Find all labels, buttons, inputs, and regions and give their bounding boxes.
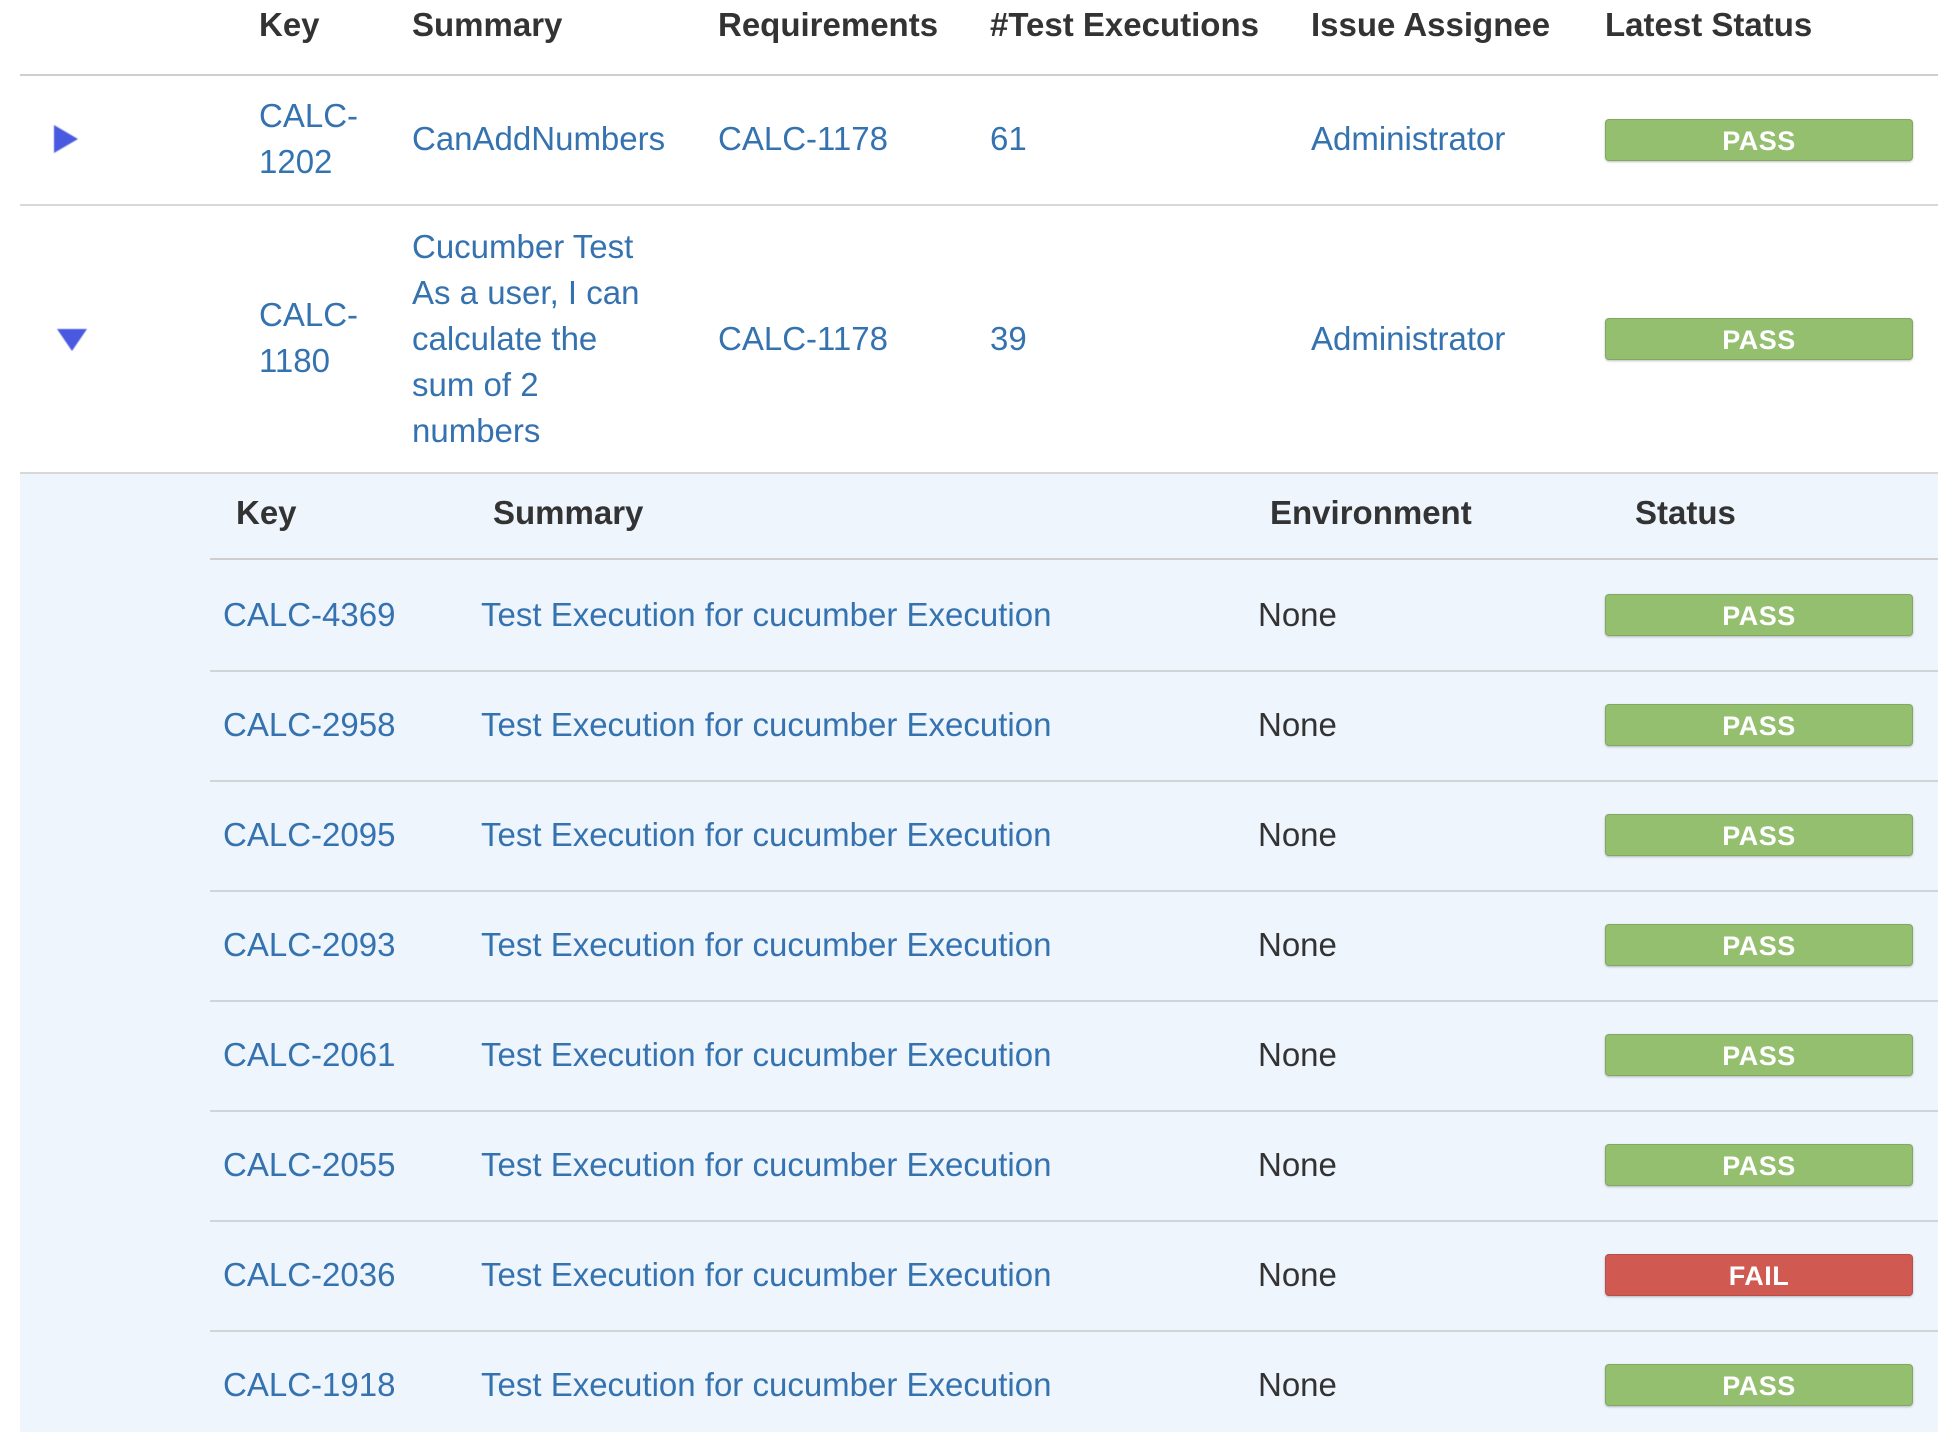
- expand-row-icon[interactable]: [54, 125, 78, 153]
- execution-summary-link[interactable]: Test Execution for cucumber Execution: [481, 1366, 1052, 1403]
- execution-summary-link[interactable]: Test Execution for cucumber Execution: [481, 926, 1052, 963]
- summary-line[interactable]: numbers: [412, 412, 541, 449]
- row-divider: [210, 890, 1938, 892]
- status-badge: PASS: [1605, 814, 1913, 856]
- status-badge: PASS: [1605, 318, 1913, 360]
- status-badge: PASS: [1605, 924, 1913, 966]
- execution-summary-link[interactable]: Test Execution for cucumber Execution: [481, 816, 1052, 853]
- test-summary-link[interactable]: CanAddNumbers: [412, 120, 666, 157]
- test-key-line2[interactable]: 1180: [259, 342, 330, 379]
- header-divider: [20, 74, 1938, 76]
- requirement-link[interactable]: CALC-1178: [718, 120, 888, 157]
- test-key-line2[interactable]: 1202: [259, 143, 333, 180]
- collapse-row-icon[interactable]: [57, 329, 87, 351]
- status-badge: PASS: [1605, 594, 1913, 636]
- execution-key-link[interactable]: CALC-2093: [223, 926, 396, 963]
- row-divider: [20, 204, 1938, 206]
- execution-environment: None: [1258, 1366, 1337, 1403]
- assignee-link[interactable]: Administrator: [1311, 320, 1506, 357]
- row-divider: [210, 1110, 1938, 1112]
- summary-line[interactable]: As a user, I can: [412, 274, 640, 311]
- test-summary-link[interactable]: Cucumber Test As a user, I can calculate…: [412, 224, 639, 454]
- status-badge: PASS: [1605, 1034, 1913, 1076]
- row-divider: [210, 780, 1938, 782]
- col-header-requirements[interactable]: Requirements: [718, 6, 939, 43]
- execution-key-link[interactable]: CALC-2061: [223, 1036, 396, 1073]
- execution-environment: None: [1258, 596, 1337, 633]
- test-key-line1[interactable]: CALC-: [259, 97, 359, 134]
- row-divider: [210, 1220, 1938, 1222]
- test-key-link[interactable]: CALC- 1202: [259, 93, 358, 185]
- execution-environment: None: [1258, 1256, 1337, 1293]
- execution-key-link[interactable]: CALC-1918: [223, 1366, 396, 1403]
- execution-summary-link[interactable]: Test Execution for cucumber Execution: [481, 706, 1052, 743]
- execution-summary-link[interactable]: Test Execution for cucumber Execution: [481, 596, 1052, 633]
- summary-line[interactable]: Cucumber Test: [412, 228, 634, 265]
- test-executions-panel: Key Summary Environment Status CALC-4369…: [20, 474, 1938, 1432]
- row-divider: [210, 1330, 1938, 1332]
- exec-col-header-summary[interactable]: Summary: [493, 494, 644, 531]
- row-divider: [210, 1000, 1938, 1002]
- status-badge: PASS: [1605, 704, 1913, 746]
- assignee-link[interactable]: Administrator: [1311, 120, 1506, 157]
- row-divider: [210, 670, 1938, 672]
- execution-key-link[interactable]: CALC-2958: [223, 706, 396, 743]
- col-header-latest-status[interactable]: Latest Status: [1605, 6, 1813, 43]
- col-header-assignee[interactable]: Issue Assignee: [1311, 6, 1551, 43]
- test-key-line1[interactable]: CALC-: [259, 296, 359, 333]
- execution-environment: None: [1258, 706, 1337, 743]
- execution-summary-link[interactable]: Test Execution for cucumber Execution: [481, 1256, 1052, 1293]
- row-divider: [20, 472, 1938, 474]
- execution-summary-link[interactable]: Test Execution for cucumber Execution: [481, 1036, 1052, 1073]
- status-badge: PASS: [1605, 119, 1913, 161]
- test-key-link[interactable]: CALC- 1180: [259, 292, 358, 384]
- col-header-test-executions[interactable]: #Test Executions: [990, 6, 1259, 43]
- exec-header-divider: [210, 558, 1938, 560]
- test-executions-count-link[interactable]: 61: [990, 120, 1027, 157]
- execution-key-link[interactable]: CALC-2055: [223, 1146, 396, 1183]
- exec-col-header-environment[interactable]: Environment: [1270, 494, 1472, 531]
- execution-environment: None: [1258, 1036, 1337, 1073]
- execution-environment: None: [1258, 816, 1337, 853]
- status-badge: PASS: [1605, 1364, 1913, 1406]
- col-header-summary[interactable]: Summary: [412, 6, 563, 43]
- execution-environment: None: [1258, 926, 1337, 963]
- execution-summary-link[interactable]: Test Execution for cucumber Execution: [481, 1146, 1052, 1183]
- summary-line[interactable]: sum of 2: [412, 366, 539, 403]
- execution-key-link[interactable]: CALC-4369: [223, 596, 396, 633]
- test-executions-count-link[interactable]: 39: [990, 320, 1027, 357]
- status-badge: PASS: [1605, 1144, 1913, 1186]
- status-badge: FAIL: [1605, 1254, 1913, 1296]
- col-header-key[interactable]: Key: [259, 6, 320, 43]
- exec-col-header-key[interactable]: Key: [236, 494, 297, 531]
- execution-key-link[interactable]: CALC-2036: [223, 1256, 396, 1293]
- requirement-link[interactable]: CALC-1178: [718, 320, 888, 357]
- summary-line[interactable]: calculate the: [412, 320, 598, 357]
- execution-environment: None: [1258, 1146, 1337, 1183]
- exec-col-header-status[interactable]: Status: [1635, 494, 1736, 531]
- execution-key-link[interactable]: CALC-2095: [223, 816, 396, 853]
